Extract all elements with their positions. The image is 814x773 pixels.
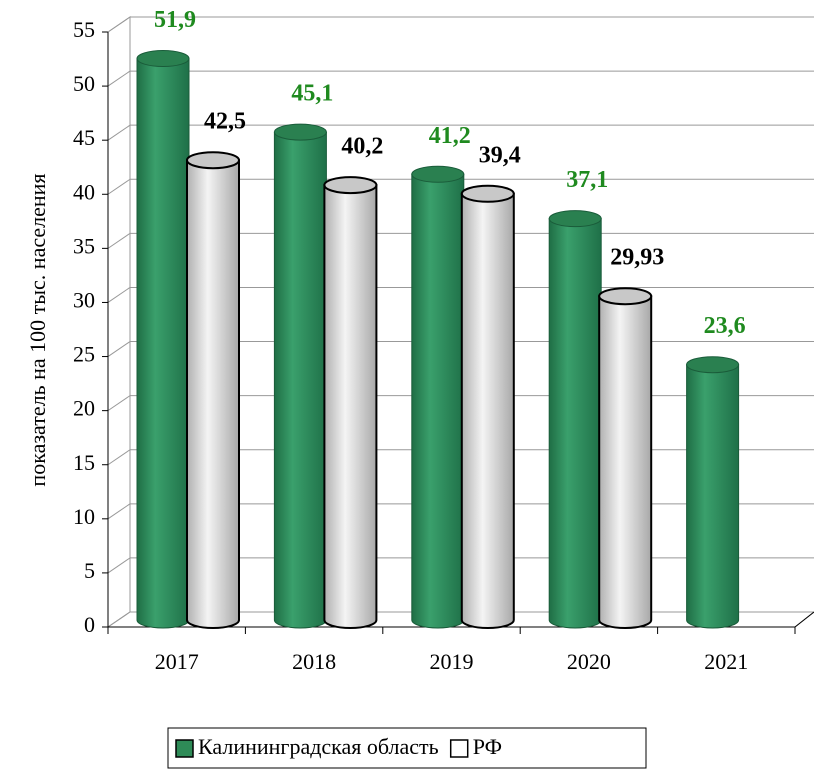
legend-label: Калининградская область (198, 734, 439, 759)
x-axis-end (794, 611, 814, 628)
y-tick-label: 50 (73, 71, 95, 96)
grid-line-side (107, 124, 131, 141)
bar-body (548, 218, 602, 629)
bar-body (686, 364, 740, 629)
bar-top (323, 176, 378, 195)
y-tick-label: 55 (73, 17, 95, 42)
data-label: 37,1 (566, 167, 608, 193)
y-tick-label: 40 (73, 179, 95, 204)
y-tick-label: 5 (84, 558, 95, 583)
y-tick-label: 20 (73, 396, 95, 421)
bar-top (548, 210, 602, 228)
bar (460, 184, 515, 629)
bar-top (411, 165, 465, 183)
x-tick-label: 2017 (155, 649, 199, 674)
data-label: 42,5 (204, 109, 246, 135)
bar-body (411, 173, 465, 629)
x-tick-label: 2020 (567, 649, 611, 674)
grid-line-side (107, 16, 131, 33)
bar-body (323, 184, 378, 629)
legend-label: РФ (473, 734, 502, 759)
bar-top (273, 123, 327, 141)
bar (686, 356, 740, 629)
bar (273, 123, 327, 629)
bar (186, 151, 240, 629)
bar-top (460, 184, 515, 203)
y-tick-label: 30 (73, 288, 95, 313)
data-label: 39,4 (479, 142, 521, 168)
bar-top (686, 356, 740, 374)
y-tick-label: 25 (73, 342, 95, 367)
grid-line-side (107, 178, 131, 195)
bar (411, 165, 465, 629)
y-tick-label: 45 (73, 125, 95, 150)
y-tick-label: 0 (84, 612, 95, 637)
data-label: 23,6 (704, 313, 746, 339)
legend-box (167, 727, 647, 769)
data-label: 40,2 (341, 134, 383, 160)
data-label: 41,2 (429, 123, 471, 149)
bar-top (136, 50, 190, 68)
grid-line-side (107, 341, 131, 357)
data-label: 29,93 (610, 245, 664, 271)
legend-swatch (175, 739, 194, 758)
y-tick-label: 10 (73, 504, 95, 529)
y-tick-label: 35 (73, 233, 95, 258)
grid-line-side (107, 395, 131, 412)
y-tick-label: 15 (73, 450, 95, 475)
data-label: 51,9 (154, 7, 196, 33)
legend-swatch (449, 739, 469, 758)
bar-body (460, 192, 515, 629)
grid-line-side (107, 449, 131, 466)
x-tick-label: 2021 (704, 649, 748, 674)
bar (323, 176, 378, 629)
bar (598, 287, 653, 629)
grid-line-side (107, 503, 131, 520)
data-label: 45,1 (291, 81, 333, 107)
grid-line-side (107, 70, 131, 87)
bar-body (136, 58, 190, 629)
bar-top (598, 287, 653, 306)
bar-body (598, 295, 653, 629)
grid-line-side (107, 611, 131, 628)
x-tick-label: 2018 (292, 649, 336, 674)
grid-line-side (107, 557, 131, 574)
y-axis-title: показатель на 100 тыс. населения (25, 173, 50, 486)
grid-line-side (107, 287, 131, 303)
bar (548, 210, 602, 629)
grid-line-side (107, 232, 131, 249)
bar-body (273, 131, 327, 629)
side-wall (107, 16, 131, 628)
bar-top (186, 151, 240, 170)
bar (136, 50, 190, 629)
x-tick-label: 2019 (430, 649, 474, 674)
bar-body (186, 159, 240, 629)
